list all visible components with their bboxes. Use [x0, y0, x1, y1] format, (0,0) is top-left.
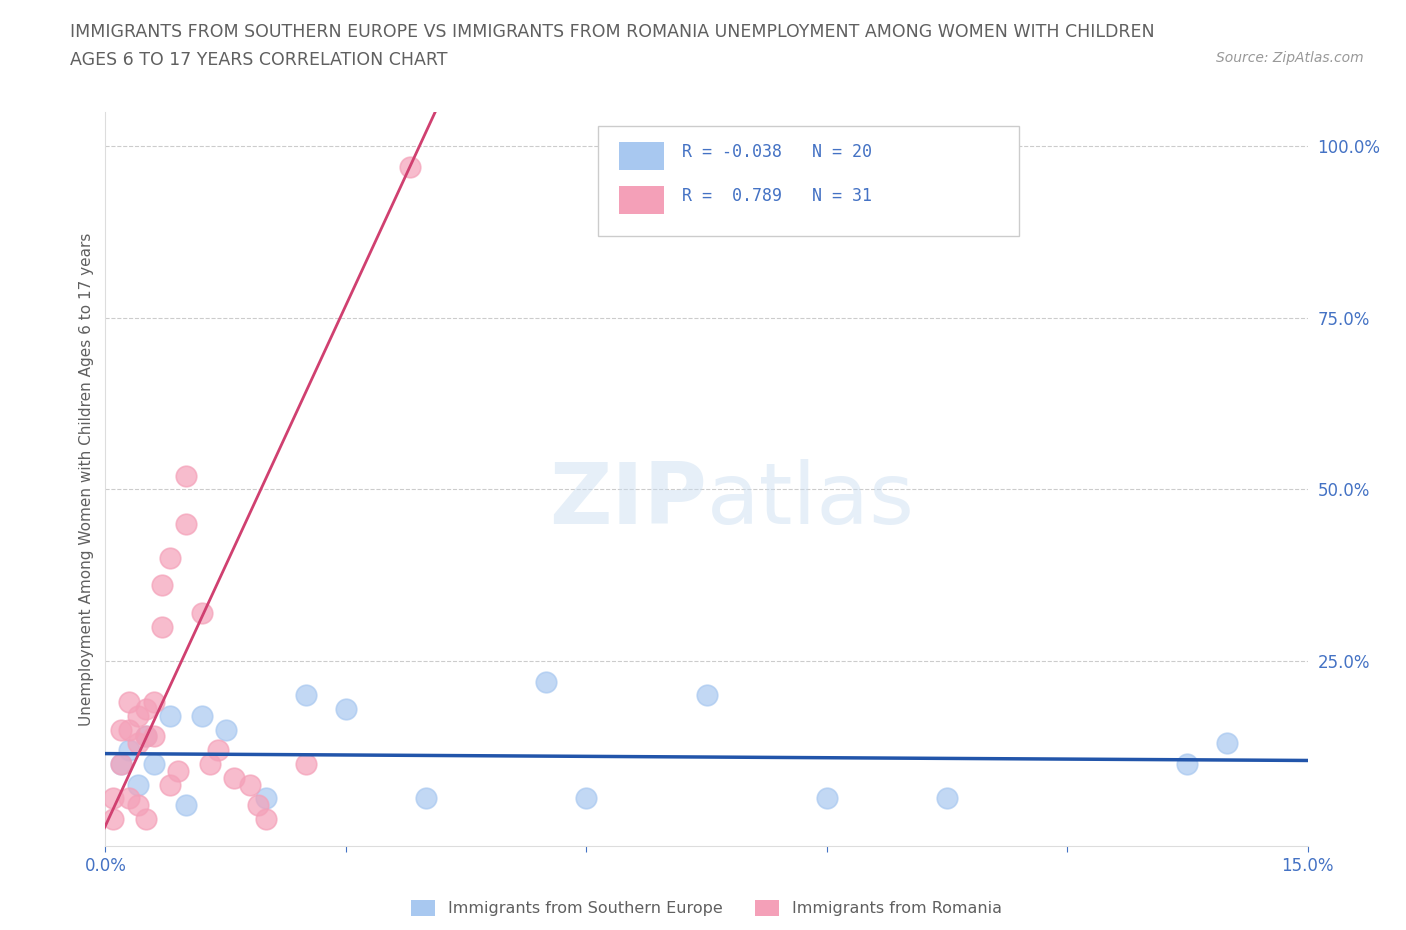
Point [118, 743, 141, 758]
Point [815, 790, 838, 805]
Text: AGES 6 TO 17 YEARS CORRELATION CHART: AGES 6 TO 17 YEARS CORRELATION CHART [70, 51, 447, 69]
Point [1177, 756, 1199, 771]
Point [110, 756, 132, 771]
Point [214, 722, 236, 737]
Point [1216, 736, 1239, 751]
Text: R =  0.789   N = 31: R = 0.789 N = 31 [682, 187, 873, 206]
Point [127, 709, 149, 724]
FancyBboxPatch shape [619, 186, 665, 214]
Point [936, 790, 959, 805]
Point [142, 695, 165, 710]
Point [254, 790, 277, 805]
Point [135, 701, 157, 716]
Point [575, 790, 598, 805]
Point [335, 701, 357, 716]
Point [127, 798, 149, 813]
Text: atlas: atlas [707, 459, 914, 542]
Point [222, 770, 245, 785]
Point [399, 159, 422, 174]
Text: R = -0.038   N = 20: R = -0.038 N = 20 [682, 143, 873, 161]
Point [150, 578, 173, 592]
Point [118, 695, 141, 710]
Point [415, 790, 437, 805]
Point [159, 709, 181, 724]
Point [190, 605, 212, 620]
Text: Source: ZipAtlas.com: Source: ZipAtlas.com [1216, 51, 1364, 65]
FancyBboxPatch shape [619, 141, 665, 169]
Point [118, 722, 141, 737]
Point [127, 736, 149, 751]
Point [159, 551, 181, 565]
Point [118, 790, 141, 805]
Point [103, 811, 125, 826]
Point [174, 468, 197, 483]
Point [142, 729, 165, 744]
Point [150, 619, 173, 634]
Point [207, 743, 229, 758]
Point [696, 688, 718, 703]
Point [295, 688, 318, 703]
Point [239, 777, 262, 792]
Point [166, 764, 188, 778]
Point [159, 777, 181, 792]
Legend: Immigrants from Southern Europe, Immigrants from Romania: Immigrants from Southern Europe, Immigra… [405, 894, 1008, 923]
FancyBboxPatch shape [599, 126, 1019, 236]
Point [127, 777, 149, 792]
Text: ZIP: ZIP [548, 459, 707, 542]
Point [142, 756, 165, 771]
Point [254, 811, 277, 826]
Point [110, 756, 132, 771]
Point [135, 729, 157, 744]
Point [135, 729, 157, 744]
Point [190, 709, 212, 724]
Point [295, 756, 318, 771]
Y-axis label: Unemployment Among Women with Children Ages 6 to 17 years: Unemployment Among Women with Children A… [79, 232, 94, 725]
Point [198, 756, 221, 771]
Point [103, 790, 125, 805]
Point [174, 798, 197, 813]
Point [174, 516, 197, 531]
Point [246, 798, 269, 813]
Point [110, 722, 132, 737]
Point [534, 674, 557, 689]
Text: IMMIGRANTS FROM SOUTHERN EUROPE VS IMMIGRANTS FROM ROMANIA UNEMPLOYMENT AMONG WO: IMMIGRANTS FROM SOUTHERN EUROPE VS IMMIG… [70, 23, 1154, 41]
Point [135, 811, 157, 826]
